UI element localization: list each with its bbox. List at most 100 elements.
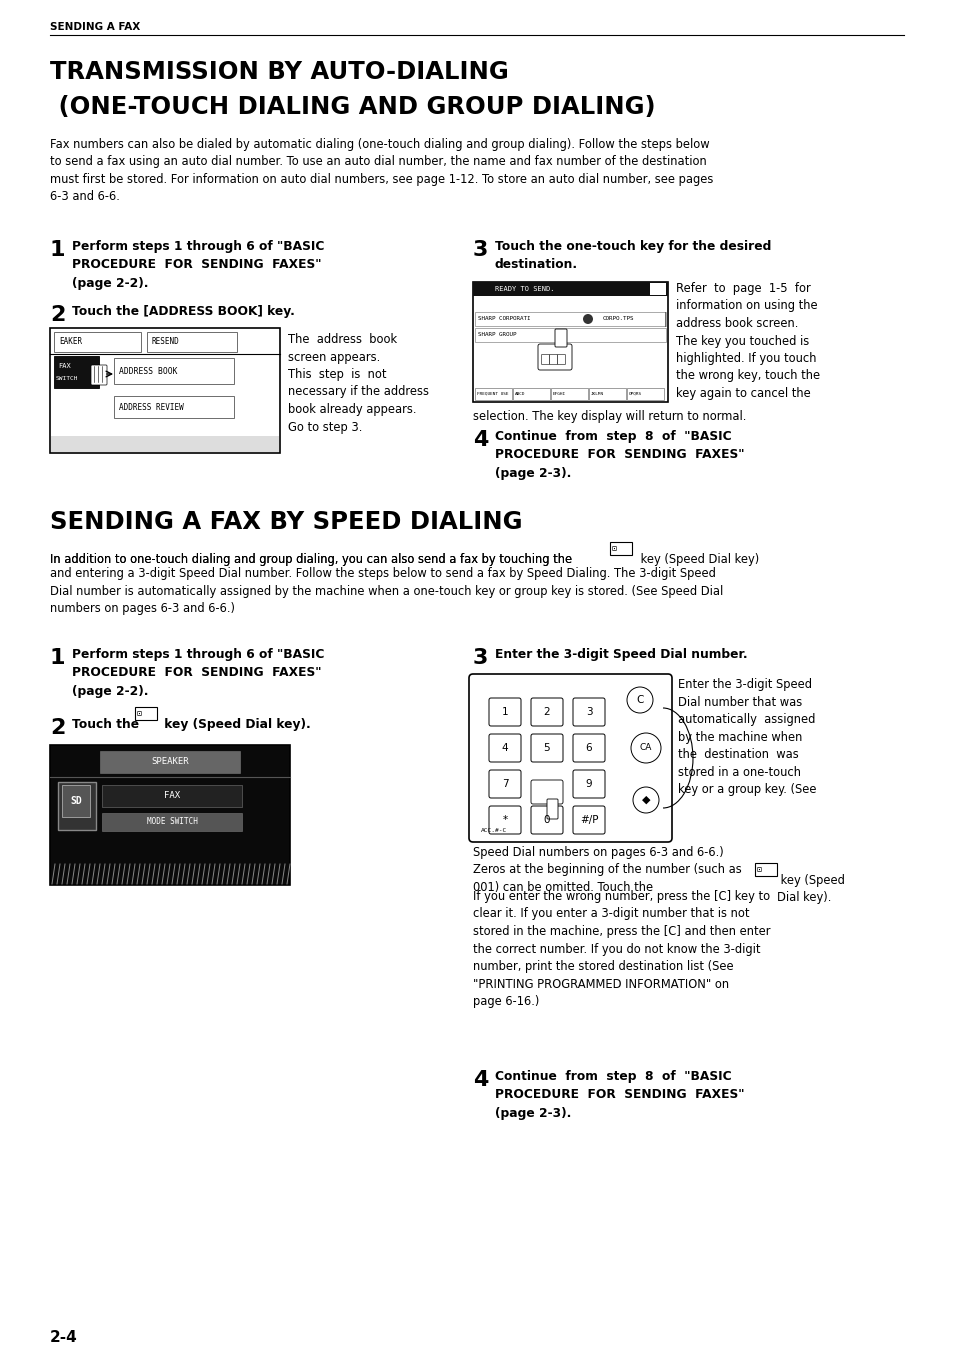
Text: The  address  book
screen appears.
This  step  is  not
necessary if the address
: The address book screen appears. This st… [288,332,429,434]
Text: 1: 1 [50,240,66,259]
FancyBboxPatch shape [531,780,562,804]
Text: ABCD: ABCD [515,392,525,396]
Text: In addition to one-touch dialing and group dialing, you can also send a fax by t: In addition to one-touch dialing and gro… [50,553,576,566]
Bar [609,542,631,555]
FancyBboxPatch shape [489,698,520,725]
Text: In addition to one-touch dialing and group dialing, you can also send a fax by t: In addition to one-touch dialing and gro… [50,553,576,566]
FancyBboxPatch shape [58,782,96,830]
Bar [754,863,776,875]
Text: 7: 7 [501,780,508,789]
Text: ADDRESS BOOK: ADDRESS BOOK [119,366,177,376]
Text: MODE SWITCH: MODE SWITCH [147,817,197,827]
Bar [513,388,550,400]
Text: Refer  to  page  1-5  for
information on using the
address book screen.
The key : Refer to page 1-5 for information on usi… [676,282,820,400]
FancyBboxPatch shape [546,798,558,819]
Text: JKLMN: JKLMN [590,392,603,396]
Text: EFGHI: EFGHI [553,392,565,396]
Bar [475,388,512,400]
FancyBboxPatch shape [573,770,604,798]
Text: FAX: FAX [164,792,180,801]
Text: 4: 4 [473,430,488,450]
Text: SPEAKER: SPEAKER [151,758,189,766]
Text: SENDING A FAX BY SPEED DIALING: SENDING A FAX BY SPEED DIALING [50,509,522,534]
Text: Touch the: Touch the [71,717,143,731]
Text: READY TO SEND.: READY TO SEND. [495,286,554,292]
Text: ⊡: ⊡ [757,865,761,874]
Text: SD: SD [71,796,82,807]
Text: CA: CA [639,743,652,753]
Text: Perform steps 1 through 6 of "BASIC
PROCEDURE  FOR  SENDING  FAXES"
(page 2-2).: Perform steps 1 through 6 of "BASIC PROC… [71,648,324,698]
Text: SHARP CORPORATI: SHARP CORPORATI [477,316,530,322]
Bar [475,312,665,326]
FancyBboxPatch shape [557,354,565,365]
Text: 1: 1 [50,648,66,667]
Text: 5: 5 [543,743,550,753]
Text: *: * [502,815,507,825]
Bar [551,388,587,400]
Text: #/P: #/P [579,815,598,825]
Bar [473,282,667,403]
FancyBboxPatch shape [573,698,604,725]
Text: 6: 6 [585,743,592,753]
Text: 2: 2 [50,717,66,738]
Bar [473,282,667,296]
Text: selection. The key display will return to normal.: selection. The key display will return t… [473,409,745,423]
Bar [54,332,141,353]
Bar [135,707,157,720]
Bar [51,436,278,453]
Text: 4: 4 [473,1070,488,1090]
Text: (ONE-TOUCH DIALING AND GROUP DIALING): (ONE-TOUCH DIALING AND GROUP DIALING) [50,95,655,119]
Text: CORPO.TPS: CORPO.TPS [602,316,634,322]
Text: RESEND: RESEND [152,338,179,346]
Bar [102,813,242,831]
FancyBboxPatch shape [537,345,572,370]
FancyBboxPatch shape [555,330,566,347]
Text: If you enter the wrong number, press the [C] key to
clear it. If you enter a 3-d: If you enter the wrong number, press the… [473,890,770,1008]
FancyBboxPatch shape [469,674,671,842]
Text: Enter the 3-digit Speed
Dial number that was
automatically  assigned
by the mach: Enter the 3-digit Speed Dial number that… [678,678,816,796]
Circle shape [626,688,652,713]
Text: ADDRESS REVIEW: ADDRESS REVIEW [119,403,184,412]
Text: Perform steps 1 through 6 of "BASIC
PROCEDURE  FOR  SENDING  FAXES"
(page 2-2).: Perform steps 1 through 6 of "BASIC PROC… [71,240,324,290]
FancyBboxPatch shape [489,807,520,834]
Text: and entering a 3-digit Speed Dial number. Follow the steps below to send a fax b: and entering a 3-digit Speed Dial number… [50,567,722,615]
Bar [649,282,665,295]
FancyBboxPatch shape [573,734,604,762]
Text: EAKER: EAKER [59,338,82,346]
Text: Touch the [ADDRESS BOOK] key.: Touch the [ADDRESS BOOK] key. [71,305,294,317]
Text: SWITCH: SWITCH [56,376,78,381]
Circle shape [630,734,660,763]
Text: 2: 2 [543,707,550,717]
Text: Continue  from  step  8  of  "BASIC
PROCEDURE  FOR  SENDING  FAXES"
(page 2-3).: Continue from step 8 of "BASIC PROCEDURE… [495,1070,743,1120]
Text: SHARP GROUP: SHARP GROUP [477,332,516,338]
FancyBboxPatch shape [531,698,562,725]
Text: FAX: FAX [58,363,71,369]
Bar [147,332,236,353]
FancyBboxPatch shape [531,807,562,834]
Text: ACC.#-C: ACC.#-C [480,828,507,832]
Text: Enter the 3-digit Speed Dial number.: Enter the 3-digit Speed Dial number. [495,648,747,661]
Text: 3: 3 [585,707,592,717]
Text: Fax numbers can also be dialed by automatic dialing (one-touch dialing and group: Fax numbers can also be dialed by automa… [50,138,713,204]
Bar [54,357,99,388]
Text: Continue  from  step  8  of  "BASIC
PROCEDURE  FOR  SENDING  FAXES"
(page 2-3).: Continue from step 8 of "BASIC PROCEDURE… [495,430,743,480]
Bar [62,785,90,817]
Text: 3: 3 [473,240,488,259]
Bar [113,396,233,417]
FancyBboxPatch shape [531,734,562,762]
Bar [588,388,625,400]
Text: C: C [636,694,643,705]
FancyBboxPatch shape [541,354,549,365]
Bar [102,785,242,807]
Text: key (Speed Dial key).: key (Speed Dial key). [160,717,311,731]
FancyBboxPatch shape [549,354,557,365]
Text: Touch the one-touch key for the desired
destination.: Touch the one-touch key for the desired … [495,240,771,270]
Text: SENDING A FAX: SENDING A FAX [50,22,140,32]
FancyBboxPatch shape [50,328,280,453]
Text: 9: 9 [585,780,592,789]
Text: 4: 4 [501,743,508,753]
Text: ◆: ◆ [641,794,650,805]
Text: ⊡: ⊡ [612,544,617,553]
Bar [475,328,665,342]
Bar [50,744,290,885]
